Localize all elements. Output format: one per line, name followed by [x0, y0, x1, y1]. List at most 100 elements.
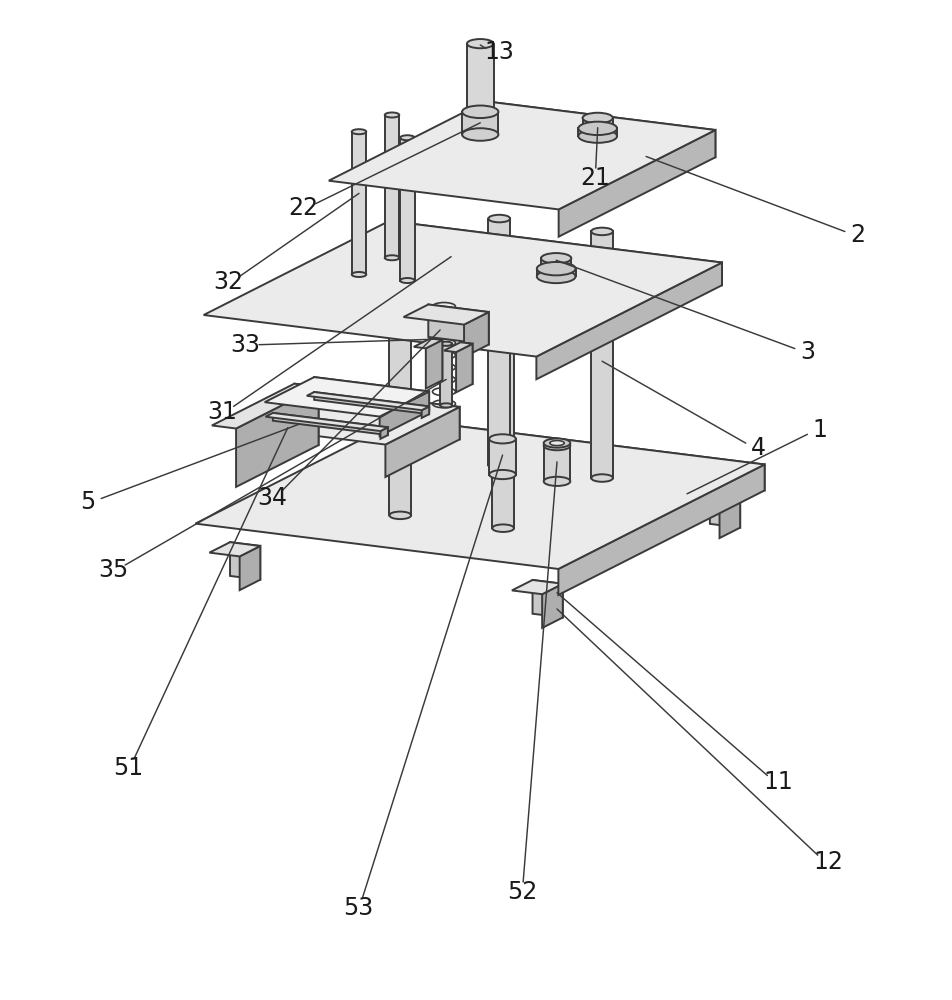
Polygon shape	[489, 439, 516, 475]
Ellipse shape	[591, 228, 613, 235]
Ellipse shape	[489, 470, 516, 479]
Polygon shape	[440, 344, 452, 405]
Polygon shape	[328, 101, 715, 209]
Polygon shape	[195, 419, 764, 569]
Polygon shape	[689, 490, 740, 504]
Polygon shape	[385, 115, 399, 258]
Polygon shape	[273, 413, 387, 435]
Ellipse shape	[385, 255, 399, 260]
Ellipse shape	[579, 129, 617, 143]
Text: 32: 32	[213, 270, 243, 294]
Polygon shape	[414, 338, 443, 348]
Polygon shape	[492, 282, 514, 528]
Polygon shape	[389, 269, 411, 515]
Text: 11: 11	[764, 770, 793, 794]
Polygon shape	[544, 446, 570, 481]
Text: 3: 3	[801, 340, 816, 364]
Text: 35: 35	[98, 558, 129, 582]
Ellipse shape	[440, 342, 452, 346]
Polygon shape	[426, 340, 443, 389]
Polygon shape	[212, 384, 319, 429]
Ellipse shape	[544, 438, 570, 448]
Ellipse shape	[583, 113, 613, 123]
Polygon shape	[542, 584, 563, 628]
Ellipse shape	[389, 512, 411, 519]
Text: 53: 53	[343, 896, 373, 920]
Ellipse shape	[351, 272, 367, 277]
Polygon shape	[234, 388, 460, 445]
Polygon shape	[710, 490, 740, 528]
Ellipse shape	[440, 403, 452, 407]
Ellipse shape	[462, 128, 499, 141]
Polygon shape	[461, 342, 472, 384]
Ellipse shape	[583, 131, 613, 141]
Ellipse shape	[537, 270, 576, 283]
Text: 1: 1	[813, 418, 827, 442]
Polygon shape	[308, 388, 460, 439]
Ellipse shape	[462, 106, 499, 118]
Ellipse shape	[492, 278, 514, 285]
Polygon shape	[400, 138, 415, 281]
Polygon shape	[204, 221, 722, 357]
Ellipse shape	[489, 434, 516, 443]
Text: 13: 13	[484, 40, 514, 64]
Ellipse shape	[351, 129, 367, 134]
Text: 2: 2	[850, 223, 865, 247]
Ellipse shape	[400, 278, 415, 283]
Ellipse shape	[467, 39, 493, 48]
Polygon shape	[456, 344, 472, 392]
Polygon shape	[462, 112, 499, 134]
Polygon shape	[380, 391, 429, 436]
Polygon shape	[294, 384, 319, 445]
Polygon shape	[407, 452, 438, 490]
Polygon shape	[428, 304, 488, 344]
Ellipse shape	[385, 112, 399, 117]
Polygon shape	[307, 392, 429, 410]
Polygon shape	[209, 542, 260, 556]
Ellipse shape	[544, 441, 570, 450]
Polygon shape	[467, 44, 493, 112]
Polygon shape	[404, 304, 488, 325]
Ellipse shape	[549, 441, 565, 446]
Polygon shape	[351, 132, 367, 274]
Ellipse shape	[537, 262, 576, 275]
Polygon shape	[444, 342, 472, 352]
Polygon shape	[236, 387, 319, 487]
Polygon shape	[265, 377, 429, 417]
Ellipse shape	[591, 474, 613, 482]
Ellipse shape	[488, 461, 510, 469]
Polygon shape	[402, 419, 764, 490]
Polygon shape	[381, 427, 387, 439]
Ellipse shape	[544, 477, 570, 486]
Polygon shape	[541, 258, 571, 276]
Ellipse shape	[389, 265, 411, 272]
Polygon shape	[537, 269, 576, 276]
Ellipse shape	[579, 122, 617, 135]
Polygon shape	[314, 392, 429, 414]
Ellipse shape	[467, 107, 493, 116]
Polygon shape	[387, 452, 438, 467]
Polygon shape	[559, 130, 715, 237]
Ellipse shape	[488, 215, 510, 222]
Ellipse shape	[541, 253, 571, 264]
Polygon shape	[579, 128, 617, 136]
Polygon shape	[240, 546, 260, 590]
Text: 51: 51	[113, 756, 143, 780]
Text: 52: 52	[506, 880, 537, 904]
Polygon shape	[230, 542, 260, 580]
Text: 31: 31	[208, 400, 237, 424]
Text: 12: 12	[813, 850, 843, 874]
Text: 22: 22	[288, 196, 318, 220]
Text: 4: 4	[750, 436, 765, 460]
Polygon shape	[720, 494, 740, 538]
Text: 5: 5	[80, 490, 95, 514]
Text: 21: 21	[580, 166, 610, 190]
Polygon shape	[464, 312, 488, 357]
Polygon shape	[532, 580, 563, 618]
Polygon shape	[512, 580, 563, 594]
Polygon shape	[559, 464, 764, 595]
Polygon shape	[488, 219, 510, 465]
Text: 34: 34	[257, 486, 287, 510]
Polygon shape	[430, 338, 443, 380]
Ellipse shape	[541, 271, 571, 282]
